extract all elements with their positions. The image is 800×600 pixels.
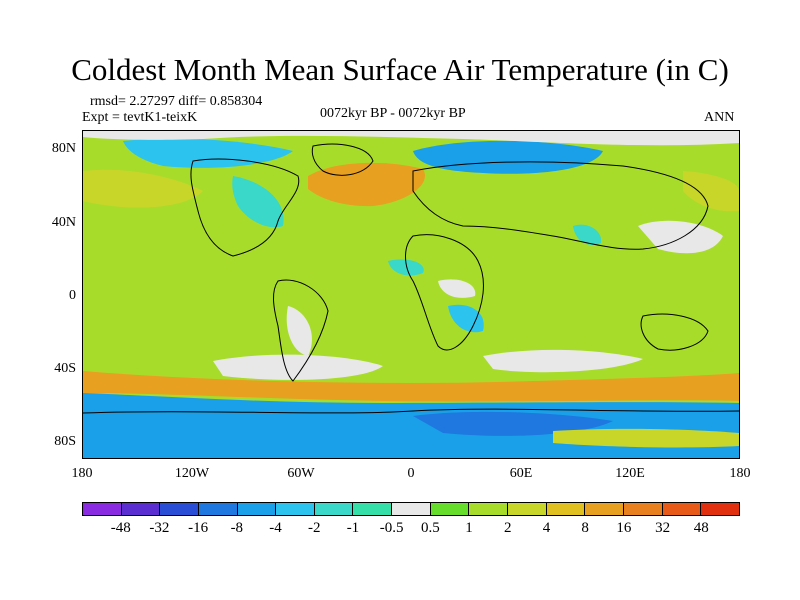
colorbar-label: 48 (693, 520, 709, 536)
south-america-neutral-region (286, 306, 312, 356)
colorbar-box (237, 503, 277, 515)
colorbar-box (623, 503, 663, 515)
colorbar-box (469, 503, 509, 515)
lon-label-120e: 120E (615, 466, 645, 481)
lon-label-120w: 120W (174, 466, 210, 481)
coastline-eurasia (412, 161, 709, 250)
colorbar-label: -0.5 (379, 520, 404, 536)
southern-ocean-warm-band (83, 371, 739, 402)
lon-label-60w: 60W (287, 466, 315, 481)
colorbar-label: -16 (188, 520, 209, 536)
antarctic-coldest-region (413, 411, 613, 436)
colorbar-box (314, 503, 354, 515)
colorbar-label: -2 (307, 520, 321, 536)
colorbar-box (160, 503, 199, 515)
experiment-label: Expt = tevtK1-teixK (82, 110, 198, 125)
colorbar-label: -1 (346, 520, 360, 536)
colorbar-box (430, 503, 470, 515)
colorbar-box (662, 503, 702, 515)
colorbar-box (546, 503, 586, 515)
tibet-cold-region (573, 224, 602, 246)
coastline-south-america (273, 279, 329, 382)
lat-label-0: 0 (69, 288, 76, 303)
coastline-north-america (190, 158, 300, 257)
coastline-greenland (311, 143, 374, 176)
colorbar-box (198, 503, 238, 515)
colorbar-box (392, 503, 431, 515)
colorbar-label: -8 (230, 520, 244, 536)
east-pacific-warm-region (683, 171, 739, 212)
lon-label-0: 0 (407, 466, 415, 481)
colorbar-label: -4 (269, 520, 282, 536)
colorbar-box (276, 503, 315, 515)
colorbar-box (701, 503, 739, 515)
lat-label-80s: 80S (54, 434, 76, 449)
south-atlantic-neutral-band (213, 354, 383, 380)
colorbar-label: 0.5 (420, 520, 440, 536)
coastline-australia (640, 313, 709, 351)
colorbar-box (508, 503, 547, 515)
colorbar-box (121, 503, 161, 515)
lon-label-60e: 60E (509, 466, 533, 481)
colorbar-label: 16 (616, 520, 632, 536)
north-atlantic-warm-region (308, 162, 425, 207)
colorbar-label: -32 (149, 520, 170, 536)
indian-ocean-neutral-band (483, 349, 643, 373)
coastline-africa (405, 234, 484, 351)
temperature-map (82, 130, 740, 459)
arctic-neutral-band (83, 131, 739, 146)
lon-label-180w: 180 (71, 466, 93, 481)
pacific-warm-region-north (83, 169, 203, 208)
colorbar-label: 8 (581, 520, 589, 536)
colorbar-label: 32 (655, 520, 671, 536)
colorbar-box (353, 503, 393, 515)
sahara-cold-region (388, 259, 424, 276)
antarctic-warm-strip (553, 428, 739, 448)
colorbar (82, 502, 740, 516)
lat-label-40n: 40N (51, 215, 76, 230)
north-america-cold-region (232, 176, 284, 228)
lat-label-80n: 80N (51, 141, 76, 156)
colorbar-label: 2 (504, 520, 512, 536)
map-canvas (83, 131, 739, 458)
lat-label-40s: 40S (54, 361, 76, 376)
colorbar-label: 1 (465, 520, 473, 536)
colorbar-box (585, 503, 624, 515)
lon-label-180e: 180 (729, 466, 751, 481)
colorbar-box (83, 503, 122, 515)
stats-label: rmsd= 2.27297 diff= 0.858304 (90, 94, 263, 109)
colorbar-label: 4 (542, 520, 551, 536)
period-label: 0072kyr BP - 0072kyr BP (320, 106, 466, 121)
atlantic-neutral-region (438, 279, 476, 298)
asia-neutral-region (638, 220, 723, 254)
siberia-cold-region (413, 140, 603, 174)
east-africa-cold-region (448, 304, 484, 333)
arctic-cold-region-west (123, 138, 293, 168)
coastlines (83, 143, 739, 414)
chart-title: Coldest Month Mean Surface Air Temperatu… (71, 52, 729, 87)
coastline-antarctica (83, 408, 739, 414)
colorbar-label: -48 (110, 520, 131, 536)
season-label: ANN (704, 110, 735, 125)
